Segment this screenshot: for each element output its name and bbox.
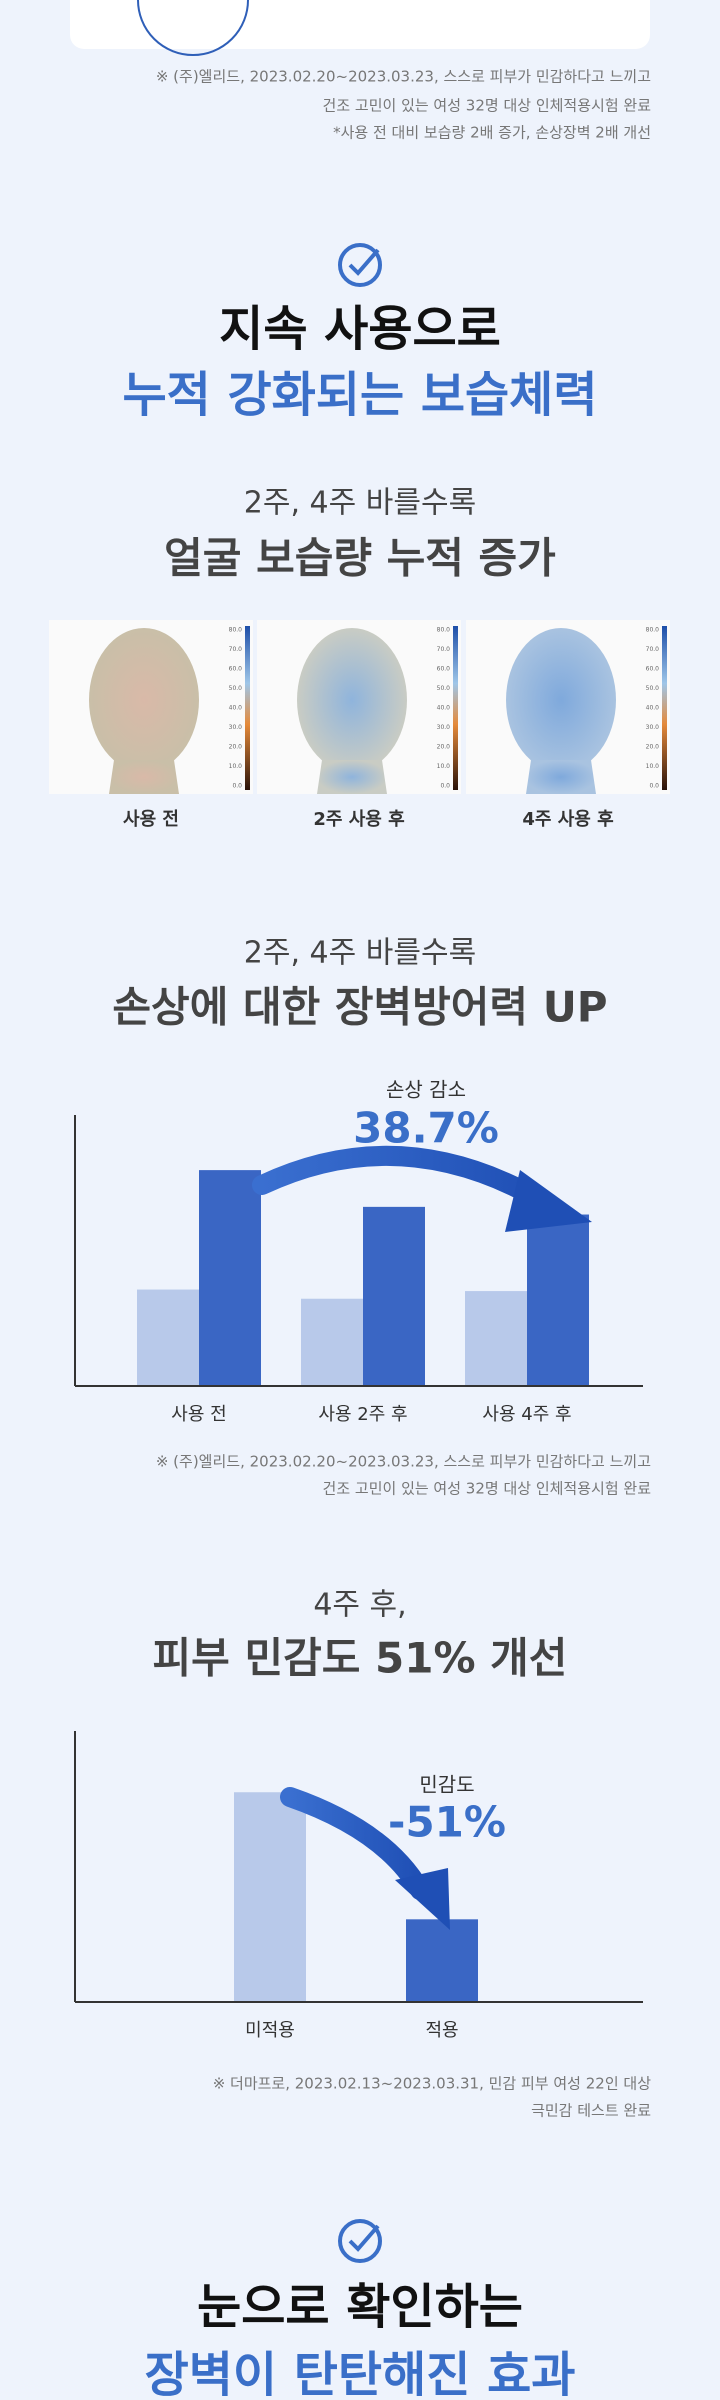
scale-label: 60.0 (229, 666, 243, 673)
neck (526, 760, 596, 794)
scale-label: 40.0 (229, 705, 243, 712)
scale-label: 60.0 (437, 666, 451, 673)
bar (137, 1289, 199, 1386)
color-scale (453, 626, 458, 790)
title: 얼굴 보습량 누적 증가 (164, 534, 556, 583)
scale-label: 10.0 (646, 763, 660, 770)
image-label: 4주 사용 후 (522, 809, 613, 830)
footnote: ※ (주)엘리드, 2023.02.20~2023.03.23, 스스로 피부가… (156, 1453, 651, 1471)
bar (301, 1298, 363, 1386)
face (297, 628, 407, 772)
arrow (252, 1145, 550, 1210)
scale-label: 30.0 (229, 724, 243, 731)
scale-label: 50.0 (229, 685, 243, 692)
annotation-value: -51% (388, 1798, 506, 1847)
scale-label: 10.0 (229, 763, 243, 770)
x-tick-label: 적용 (425, 2020, 458, 2041)
heading: 눈으로 확인하는 (197, 2279, 523, 2335)
scale-label: 40.0 (646, 705, 660, 712)
scale-label: 80.0 (646, 627, 660, 634)
footnote: 건조 고민이 있는 여성 32명 대상 인체적용시험 완료 (323, 1480, 652, 1498)
scale-label: 70.0 (437, 646, 451, 653)
image-label: 2주 사용 후 (313, 809, 404, 830)
color-scale (662, 626, 667, 790)
check-icon (338, 243, 382, 287)
x-tick-label: 사용 전 (171, 1404, 226, 1425)
bar (406, 1919, 478, 2002)
scale-label: 20.0 (229, 744, 243, 751)
footnote: 극민감 테스트 완료 (531, 2102, 651, 2120)
bar (199, 1170, 261, 1386)
scale-label: 50.0 (437, 685, 451, 692)
footnote: ※ (주)엘리드, 2023.02.20~2023.03.23, 스스로 피부가… (156, 68, 651, 86)
scale-label: 0.0 (232, 783, 242, 790)
scale-label: 80.0 (437, 627, 451, 634)
x-tick-label: 사용 2주 후 (318, 1404, 407, 1425)
scale-label: 70.0 (646, 646, 660, 653)
image-label: 사용 전 (123, 809, 179, 830)
heading: 장벽이 탄탄해진 효과 (145, 2347, 576, 2400)
bar (363, 1206, 425, 1386)
annotation-label: 손상 감소 (386, 1078, 466, 1102)
scale-label: 10.0 (437, 763, 451, 770)
subtitle: 2주, 4주 바를수록 (244, 936, 476, 971)
arrow-head (505, 1170, 592, 1232)
scale-label: 40.0 (437, 705, 451, 712)
scale-label: 60.0 (646, 666, 660, 673)
annotation-label: 민감도 (419, 1773, 474, 1797)
heading: 지속 사용으로 (219, 301, 501, 357)
check-icon (338, 2219, 382, 2263)
footnote: ※ 더마프로, 2023.02.13~2023.03.31, 민감 피부 여성 … (213, 2075, 652, 2093)
bar (527, 1214, 589, 1386)
scale-label: 20.0 (437, 744, 451, 751)
x-tick-label: 사용 4주 후 (482, 1404, 571, 1425)
scale-label: 80.0 (229, 627, 243, 634)
title: 피부 민감도 51% 개선 (153, 1634, 568, 1683)
arrow-head (395, 1868, 450, 1930)
x-tick-label: 미적용 (245, 2020, 295, 2041)
subtitle: 4주 후, (313, 1588, 406, 1623)
scale-label: 20.0 (646, 744, 660, 751)
face (89, 628, 199, 772)
card (70, 0, 650, 49)
scale-label: 30.0 (437, 724, 451, 731)
footnote: *사용 전 대비 보습량 2배 증가, 손상장벽 2배 개선 (333, 124, 651, 142)
color-scale (245, 626, 250, 790)
bar (465, 1291, 527, 1386)
face (506, 628, 616, 772)
annotation-value: 38.7% (353, 1104, 499, 1153)
heading: 누적 강화되는 보습체력 (122, 367, 597, 423)
scale-label: 30.0 (646, 724, 660, 731)
bar (234, 1792, 306, 2002)
subtitle: 2주, 4주 바를수록 (244, 486, 476, 521)
circle-arc (137, 0, 249, 56)
scale-label: 70.0 (229, 646, 243, 653)
footnote: 건조 고민이 있는 여성 32명 대상 인체적용시험 완료 (323, 97, 652, 115)
neck (317, 760, 387, 794)
scale-label: 50.0 (646, 685, 660, 692)
scale-label: 0.0 (649, 783, 659, 790)
title: 손상에 대한 장벽방어력 UP (112, 983, 607, 1032)
scale-label: 0.0 (440, 783, 450, 790)
neck (109, 760, 179, 794)
